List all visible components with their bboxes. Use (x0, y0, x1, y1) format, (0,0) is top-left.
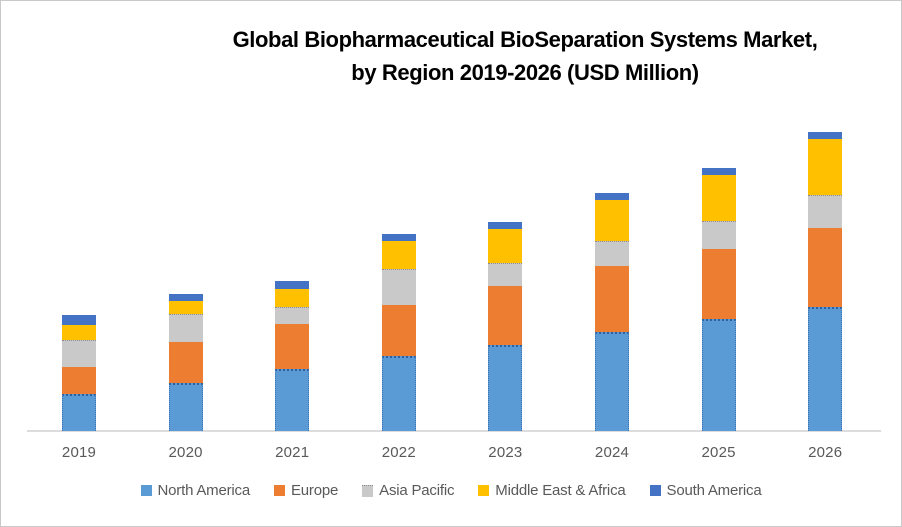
legend-label: Europe (290, 482, 339, 499)
bar-segment-south-america-2024 (595, 193, 629, 200)
bar-segment-middle-east-africa-2026 (808, 139, 843, 195)
chart-title-line2: by Region 2019-2026 (USD Million) (351, 60, 699, 85)
legend-label: South America (666, 482, 762, 499)
legend-item-south-america: South America (649, 482, 762, 499)
bar-segment-asia-pacific-2023 (488, 263, 523, 286)
bar-segment-middle-east-africa-2023 (488, 229, 523, 263)
x-axis-label-2021: 2021 (275, 444, 310, 461)
bar-segment-south-america-2023 (488, 222, 523, 229)
bar-2022 (381, 234, 416, 431)
bar-segment-south-america-2019 (62, 315, 96, 325)
bar-2023 (488, 222, 523, 431)
legend-item-asia-pacific: Asia Pacific (362, 482, 454, 499)
bar-2020 (168, 294, 203, 431)
bar-segment-europe-2025 (701, 249, 736, 319)
legend-swatch-icon (273, 485, 285, 496)
bar-segment-south-america-2021 (275, 281, 310, 289)
bar-segment-europe-2020 (168, 342, 203, 383)
x-axis-label-2024: 2024 (594, 444, 630, 461)
bar-segment-asia-pacific-2025 (701, 221, 736, 249)
bar-segment-south-america-2025 (701, 168, 736, 175)
legend-swatch-icon (362, 484, 374, 497)
bar-segment-south-america-2022 (381, 234, 416, 241)
legend-label: Middle East & Africa (495, 482, 626, 499)
bar-segment-middle-east-africa-2019 (62, 325, 96, 340)
bar-segment-south-america-2026 (808, 132, 843, 139)
bar-segment-europe-2022 (381, 305, 416, 356)
bar-segment-middle-east-africa-2021 (275, 289, 310, 307)
bar-segment-north-america-2022 (381, 356, 416, 431)
bar-segment-europe-2024 (595, 266, 629, 332)
chart-title: Global Biopharmaceutical BioSeparation S… (1, 23, 901, 89)
legend-item-middle-east-africa: Middle East & Africa (478, 482, 626, 499)
bar-segment-north-america-2020 (168, 383, 203, 431)
legend-swatch-icon (478, 485, 490, 496)
bar-segment-south-america-2020 (168, 294, 203, 301)
bar-segment-europe-2019 (62, 367, 96, 394)
legend-label: Asia Pacific (379, 482, 455, 499)
bar-segment-north-america-2024 (595, 332, 629, 431)
bar-segment-europe-2021 (275, 324, 310, 369)
legend-swatch-icon (140, 485, 152, 496)
x-axis-label-2023: 2023 (488, 444, 523, 461)
chart-title-line1: Global Biopharmaceutical BioSeparation S… (232, 27, 818, 52)
legend: North America Europe Asia Pacific Middle Ea… (1, 482, 901, 499)
bar-2025 (701, 168, 736, 431)
x-axis-label-2019: 2019 (61, 444, 97, 461)
bar-segment-middle-east-africa-2024 (595, 200, 629, 241)
bar-segment-north-america-2023 (488, 345, 523, 431)
bar-segment-asia-pacific-2022 (381, 269, 416, 305)
x-axis-label-2020: 2020 (168, 444, 203, 461)
bar-2021 (275, 281, 310, 431)
bar-segment-europe-2023 (488, 286, 523, 345)
bar-segment-asia-pacific-2026 (808, 195, 843, 228)
bar-segment-asia-pacific-2019 (62, 340, 96, 367)
bar-2024 (595, 193, 629, 431)
bar-segment-asia-pacific-2024 (595, 241, 629, 266)
legend-item-europe: Europe (273, 482, 339, 499)
x-axis-line (27, 430, 881, 432)
bar-2026 (808, 132, 843, 431)
bar-segment-middle-east-africa-2025 (701, 175, 736, 221)
x-axis-label-2026: 2026 (808, 444, 843, 461)
bar-segment-north-america-2019 (62, 394, 96, 431)
bar-2019 (62, 315, 96, 431)
bar-segment-north-america-2025 (701, 319, 736, 431)
bar-segment-europe-2026 (808, 228, 843, 307)
bar-segment-asia-pacific-2020 (168, 314, 203, 342)
bar-segment-middle-east-africa-2020 (168, 301, 203, 314)
legend-label: North America (157, 482, 251, 499)
legend-swatch-icon (649, 485, 661, 496)
x-axis-label-2022: 2022 (381, 444, 416, 461)
x-axis-label-2025: 2025 (701, 444, 736, 461)
bar-segment-north-america-2026 (808, 307, 843, 431)
bar-segment-asia-pacific-2021 (275, 307, 310, 324)
bar-segment-middle-east-africa-2022 (381, 241, 416, 269)
bar-segment-north-america-2021 (275, 369, 310, 431)
legend-item-north-america: North America (140, 482, 251, 499)
